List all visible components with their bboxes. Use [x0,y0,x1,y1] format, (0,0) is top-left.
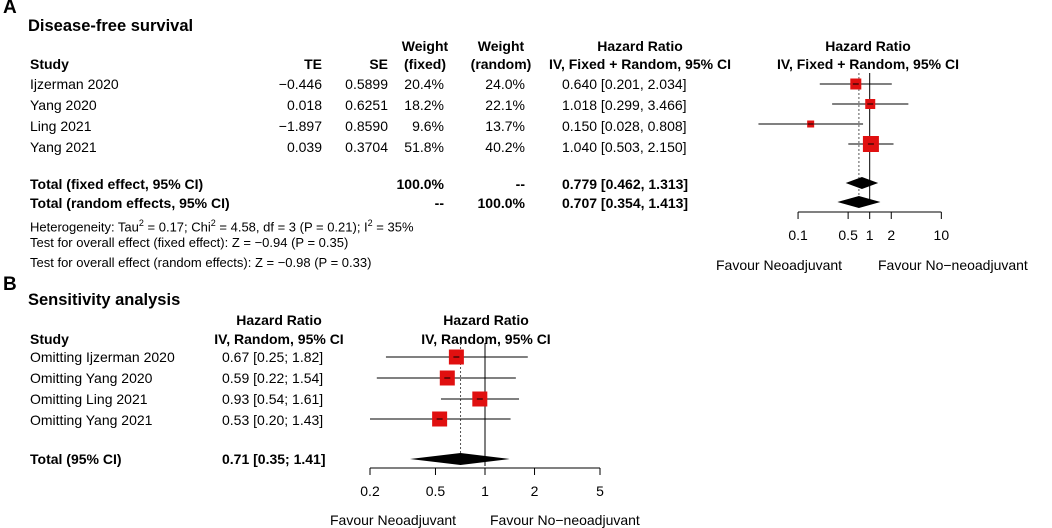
panel-b-tick-label-4: 2 [531,483,539,499]
row-4-ci: 1.040 [0.503, 2.150] [562,139,687,155]
total-fixed-label: Total (fixed effect, 95% CI) [30,176,204,192]
row-2-te: 0.018 [286,97,322,113]
panel-b-row-2-study: Omitting Yang 2020 [30,370,153,386]
panel-b-title: Sensitivity analysis [28,291,181,309]
panel-b-row-1-study: Omitting Ijzerman 2020 [30,349,175,365]
panel-a-favour-right: Favour No−neoadjuvant [878,257,1028,273]
panel-b-total-label: Total (95% CI) [30,451,122,467]
row-2-ci: 1.018 [0.299, 3.466] [562,97,687,113]
total-fixed-ci: 0.779 [0.462, 1.313] [562,176,689,192]
panel-a-tick-label-3: 1 [866,227,874,243]
row-1-ci: 0.640 [0.201, 2.034] [562,76,687,92]
row-1-weight-random: 24.0% [485,76,525,92]
total-fixed-weight-random: -- [515,176,525,192]
panel-b-plot-header-2: IV, Random, 95% CI [421,331,551,347]
panel-a-letter: A [3,0,17,18]
panel-b-row-4-ci: 0.53 [0.20; 1.43] [222,412,324,428]
header-weight-random-1: Weight [477,38,525,54]
panel-b-header-study: Study [30,331,69,347]
panel-b-plot-header-1: Hazard Ratio [443,312,529,328]
header-weight-random-2: (random) [470,56,532,72]
panel-b-favour-right: Favour No−neoadjuvant [490,512,640,528]
panel-a-title: Disease-free survival [28,17,194,35]
row-4-weight-random: 40.2% [485,139,525,155]
panel-b-diamond-1 [409,453,510,465]
row-4-study: Yang 2021 [30,139,97,155]
row-4-weight-fixed: 51.8% [404,139,444,155]
panel-b-total-ci: 0.71 [0.35; 1.41] [222,451,326,467]
panel-b-tick-label-5: 5 [596,483,604,499]
panel-b-row-1-ci: 0.67 [0.25; 1.82] [222,349,324,365]
total-random-label: Total (random effects, 95% CI) [30,195,230,211]
total-random-weight-fixed: -- [434,195,444,211]
panel-b-header-hr-2: IV, Random, 95% CI [214,331,344,347]
header-weight-fixed-1: Weight [401,38,449,54]
header-weight-fixed-2: (fixed) [404,56,446,72]
panel-b-tick-label-3: 1 [481,483,489,499]
total-random-ci: 0.707 [0.354, 1.413] [562,195,689,211]
panel-a-diamond-2 [837,196,881,208]
panel-b-tick-label-1: 0.2 [360,483,380,499]
row-3-te: −1.897 [278,118,322,134]
panel-a-diamond-1 [845,177,879,189]
panel-a-favour-left: Favour Neoadjuvant [716,257,843,273]
row-3-weight-random: 13.7% [485,118,525,134]
test-overall-random: Test for overall effect (random effects)… [30,255,372,270]
panel-b-row-4-study: Omitting Yang 2021 [30,412,153,428]
row-2-weight-fixed: 18.2% [404,97,444,113]
panel-b-tick-label-2: 0.5 [426,483,446,499]
header-hr-2: IV, Fixed + Random, 95% CI [549,56,731,72]
total-random-weight-random: 100.0% [477,195,525,211]
row-2-study: Yang 2020 [30,97,97,113]
row-4-te: 0.039 [286,139,322,155]
row-3-ci: 0.150 [0.028, 0.808] [562,118,687,134]
header-se: SE [369,56,388,72]
panel-a-tick-label-1: 0.1 [788,227,808,243]
panel-b-row-3-ci: 0.93 [0.54; 1.61] [222,391,324,407]
panel-b-letter: B [3,274,17,295]
row-2-se: 0.6251 [345,97,388,113]
plot-header-2: IV, Fixed + Random, 95% CI [777,56,959,72]
panel-a-tick-label-2: 0.5 [838,227,858,243]
row-3-weight-fixed: 9.6% [412,118,444,134]
row-2-weight-random: 22.1% [485,97,525,113]
row-1-weight-fixed: 20.4% [404,76,444,92]
row-1-te: −0.446 [278,76,322,92]
total-fixed-weight-fixed: 100.0% [396,176,444,192]
header-te: TE [304,56,322,72]
panel-a-tick-label-5: 10 [934,227,950,243]
row-1-se: 0.5899 [345,76,388,92]
header-hr-1: Hazard Ratio [597,38,683,54]
plot-header-1: Hazard Ratio [825,38,911,54]
test-overall-fixed: Test for overall effect (fixed effect): … [30,235,349,250]
heterogeneity-text: Heterogeneity: Tau2 = 0.17; Chi2 = 4.58,… [30,218,414,235]
row-1-study: Ijzerman 2020 [30,76,119,92]
row-3-se: 0.8590 [345,118,388,134]
panel-a-tick-label-4: 2 [887,227,895,243]
panel-b-favour-left: Favour Neoadjuvant [330,512,457,528]
panel-b-row-3-study: Omitting Ling 2021 [30,391,148,407]
header-study: Study [30,56,69,72]
row-3-study: Ling 2021 [30,118,92,134]
panel-b-header-hr-1: Hazard Ratio [236,312,322,328]
panel-b-row-2-ci: 0.59 [0.22; 1.54] [222,370,324,386]
row-4-se: 0.3704 [345,139,388,155]
